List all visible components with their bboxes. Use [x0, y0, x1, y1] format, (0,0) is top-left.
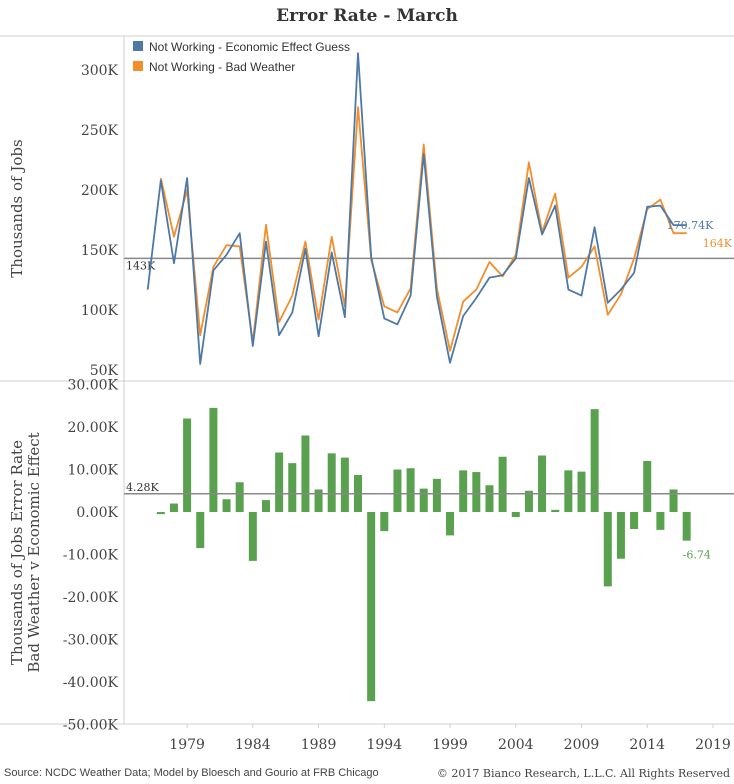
- top-line-panel: 50K 100K 150K 200K 250K 300K Thousands of Jobs…: [8, 40, 734, 379]
- error-bar: [590, 409, 599, 512]
- economic-end-label: 170.74K: [667, 219, 714, 232]
- bottom-y-tick-label: 20.00K: [67, 420, 118, 436]
- error-bar: [498, 456, 507, 512]
- bottom-y-tick-label: -10.00K: [63, 548, 119, 564]
- error-bar: [222, 499, 231, 512]
- error-bar: [485, 485, 494, 512]
- bottom-y-tick-label: 30.00K: [67, 378, 118, 394]
- error-bar: [669, 489, 678, 512]
- error-bar: [261, 500, 270, 512]
- error-bar: [603, 512, 612, 587]
- bottom-y-tick-label: -30.00K: [63, 633, 119, 649]
- x-tick-label: 1984: [235, 737, 271, 753]
- error-bar: [248, 512, 257, 561]
- error-bar: [301, 435, 310, 512]
- chart-frame: [0, 35, 734, 725]
- bottom-y-tick-label: 10.00K: [67, 463, 118, 479]
- top-y-tick-label: 100K: [81, 303, 119, 319]
- legend: Not Working - Economic Effect Guess Not W…: [133, 40, 350, 74]
- top-y-axis-label: Thousands of Jobs: [8, 139, 26, 277]
- error-bar: [288, 463, 297, 512]
- x-tick-label: 1989: [301, 737, 337, 753]
- error-bar: [564, 470, 573, 512]
- error-bar: [682, 512, 691, 541]
- bottom-bar-panel: -50.00K -40.00K -30.00K -20.00K -10.00K 0.00K…: [8, 378, 734, 734]
- x-tick-label: 1994: [366, 737, 402, 753]
- error-bar: [196, 512, 205, 549]
- error-bar: [209, 407, 218, 512]
- weather-end-label: 164K: [703, 237, 733, 250]
- economic-effect-line: [146, 52, 687, 365]
- error-bar: [169, 503, 178, 512]
- error-bar: [367, 512, 376, 702]
- bottom-y-axis-label-line: Thousands of Jobs Error Rate: [8, 440, 26, 665]
- error-bar: [156, 512, 165, 515]
- top-y-tick-label: 250K: [81, 123, 119, 139]
- legend-swatch: [133, 61, 143, 71]
- error-bar: [393, 469, 402, 512]
- bottom-reference-label: 4.28K: [126, 481, 159, 494]
- x-tick-label: 2004: [498, 737, 534, 753]
- legend-label: Not Working - Economic Effect Guess: [149, 40, 350, 54]
- legend-label: Not Working - Bad Weather: [149, 60, 295, 74]
- error-bar: [419, 488, 428, 512]
- legend-swatch: [133, 41, 143, 51]
- error-bar: [551, 509, 560, 512]
- error-bar: [432, 478, 441, 512]
- error-bar: [275, 452, 284, 512]
- bottom-y-tick-label: -40.00K: [63, 675, 119, 691]
- top-reference-label: 143K: [126, 259, 156, 272]
- bottom-y-tick-label: -50.00K: [63, 718, 119, 734]
- error-bar: [314, 489, 323, 512]
- error-bar: [472, 472, 481, 512]
- source-note: Source: NCDC Weather Data; Model by Bloe…: [4, 767, 379, 779]
- error-bar: [406, 468, 415, 512]
- x-tick-label: 2009: [564, 737, 600, 753]
- x-tick-label: 1999: [432, 737, 468, 753]
- copyright-note: © 2017 Bianco Research, L.L.C. All Right…: [436, 767, 730, 780]
- bar-end-label: -6.74: [683, 549, 711, 562]
- error-bar: [511, 512, 520, 518]
- error-bar: [616, 512, 625, 559]
- error-bar: [643, 461, 652, 512]
- x-axis: 1979 1984 1989 1994 1999 2004 2009 2014 2019: [169, 724, 731, 753]
- bottom-y-axis-label: Thousands of Jobs Error RateBad Weather …: [8, 432, 43, 672]
- top-y-tick-label: 200K: [81, 183, 119, 199]
- error-bar: [577, 471, 586, 512]
- error-bar: [446, 512, 455, 536]
- error-bar: [327, 453, 336, 512]
- top-y-tick-label: 150K: [81, 243, 119, 259]
- x-tick-label: 1979: [169, 737, 205, 753]
- error-bar: [538, 455, 547, 512]
- x-tick-label: 2019: [695, 737, 731, 753]
- top-y-tick-label: 300K: [81, 63, 119, 79]
- error-bar: [524, 490, 533, 512]
- x-tick-label: 2014: [629, 737, 665, 753]
- error-bar: [183, 418, 192, 512]
- bottom-y-tick-label: 0.00K: [76, 505, 118, 521]
- error-bar: [380, 512, 389, 532]
- chart-title: Error Rate - March: [276, 6, 458, 26]
- bottom-y-axis-label-line: Bad Weather v Economic Effect: [25, 432, 43, 672]
- top-y-tick-label: 50K: [90, 363, 119, 379]
- bad-weather-line: [159, 106, 687, 352]
- bottom-y-tick-label: -20.00K: [63, 590, 119, 606]
- error-bar: [630, 512, 639, 529]
- error-bar: [235, 482, 244, 512]
- error-bar: [340, 457, 349, 512]
- error-bar: [459, 470, 468, 512]
- error-bar: [656, 512, 665, 530]
